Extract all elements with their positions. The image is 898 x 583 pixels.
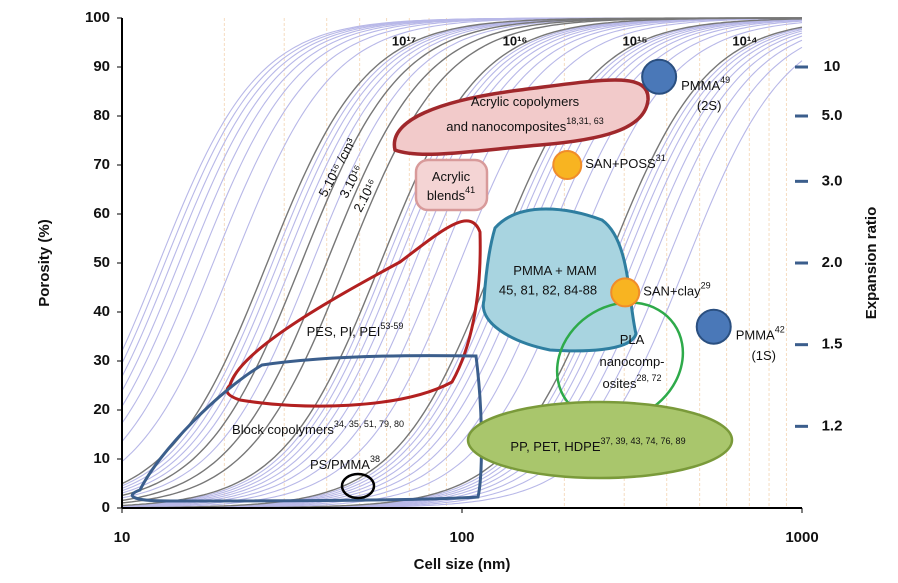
region-ref: 34, 35, 51, 79, 80 — [334, 419, 404, 429]
point — [641, 58, 678, 95]
region-label: PMMA + MAM — [513, 263, 596, 278]
curve-label: 10¹⁵ — [623, 33, 648, 48]
point-ref: 42 — [775, 325, 785, 335]
region-ref: 41 — [465, 185, 475, 195]
region-label-text: and nanocomposites — [446, 119, 566, 134]
region-ref: 37, 39, 43, 74, 76, 89 — [601, 436, 686, 446]
point-ref: 29 — [701, 281, 711, 291]
region-label-text: Block copolymers — [232, 422, 334, 437]
y-tick-label: 80 — [93, 107, 110, 124]
x-tick-label: 10 — [114, 529, 131, 546]
y2-tick-label: 3.0 — [822, 172, 843, 189]
region-ref: 28, 72 — [636, 373, 661, 383]
region-label: PES, PI, PEI53-59 — [307, 321, 404, 339]
point — [610, 277, 641, 308]
point-name: PMMA — [681, 78, 720, 93]
y-tick-label: 20 — [93, 401, 110, 418]
region-label: Acrylic — [432, 169, 471, 184]
region-ref: 18,31, 63 — [566, 116, 604, 126]
y-tick-label: 40 — [93, 303, 110, 320]
region-ref: 45, 81, 82, 84-88 — [499, 282, 597, 297]
region-label-text: PLA — [620, 332, 645, 347]
region-pmma-mam — [481, 207, 638, 353]
x-tick-label: 1000 — [785, 529, 818, 546]
y2-tick-label: 1.5 — [822, 336, 843, 353]
y-tick-label: 70 — [93, 156, 110, 173]
region-label-text: PP, PET, HDPE — [510, 439, 600, 454]
region-label: PP, PET, HDPE37, 39, 43, 74, 76, 89 — [510, 436, 685, 454]
density-curve — [122, 18, 803, 509]
point-label: PMMA42 — [736, 325, 785, 343]
density-curve — [121, 17, 802, 507]
region-label-text: Acrylic copolymers — [471, 94, 580, 109]
y-tick-label: 30 — [93, 352, 110, 369]
point-note: (1S) — [751, 348, 776, 363]
y2-tick-label: 10 — [824, 58, 841, 75]
region-pes — [225, 219, 482, 408]
x-tick-label: 100 — [449, 529, 474, 546]
y-tick-label: 60 — [93, 205, 110, 222]
y-tick-label: 100 — [85, 9, 110, 26]
y-tick-label: 50 — [93, 254, 110, 271]
point-note: (2S) — [697, 98, 722, 113]
y-axis-label: Porosity (%) — [36, 219, 53, 307]
y2-tick-label: 5.0 — [822, 107, 843, 124]
point — [552, 150, 583, 180]
x-axis-label: Cell size (nm) — [414, 556, 511, 573]
region-ps-pmma — [340, 472, 376, 500]
region-acrylic-copolymers — [392, 78, 650, 157]
point-label: PMMA49 — [681, 75, 730, 93]
region-acrylic-blends — [414, 158, 489, 212]
point-label: SAN+POSS31 — [585, 153, 665, 171]
region-label-text: PES, PI, PEI — [307, 324, 381, 339]
curve-label: 10¹⁴ — [732, 33, 757, 48]
region-ref: 38 — [370, 454, 380, 464]
region-label: Block copolymers34, 35, 51, 79, 80 — [232, 419, 404, 437]
point-label: SAN+clay29 — [643, 281, 710, 299]
regions — [130, 78, 734, 503]
curve-label: 10¹⁶ — [503, 33, 528, 48]
region-label: osites28, 72 — [603, 373, 662, 391]
region-label-text: blends — [427, 188, 466, 203]
region-label-text: PS/PMMA — [310, 457, 370, 472]
point-ref: 31 — [656, 153, 666, 163]
y-tick-label: 90 — [93, 58, 110, 75]
region-label: and nanocomposites18,31, 63 — [446, 116, 604, 134]
point-name: SAN+clay — [643, 284, 701, 299]
y-tick-label: 10 — [93, 450, 110, 467]
region-label: Acrylic copolymers — [471, 94, 580, 109]
y2-tick-label: 1.2 — [822, 417, 843, 434]
region-label: PS/PMMA38 — [310, 454, 380, 472]
region-label-text: osites — [603, 376, 637, 391]
region-label: nanocomp- — [599, 354, 664, 369]
density-curve — [122, 17, 802, 509]
point-ref: 49 — [720, 75, 730, 85]
region-label-text: nanocomp- — [599, 354, 664, 369]
region-ref: 53-59 — [380, 321, 403, 331]
point — [695, 308, 732, 345]
y2-axis-label: Expansion ratio — [863, 207, 880, 320]
curve-label: 10¹⁷ — [392, 33, 416, 48]
region-label: blends41 — [427, 185, 475, 203]
point-name: SAN+POSS — [585, 156, 656, 171]
y2-tick-label: 2.0 — [822, 254, 843, 271]
region-label: PLA — [620, 332, 645, 347]
region-pp — [466, 400, 734, 480]
y-tick-label: 0 — [102, 499, 110, 516]
point-name: PMMA — [736, 328, 775, 343]
region-label-text: Acrylic — [432, 169, 471, 184]
region-label-text: PMMA + MAM — [513, 263, 596, 278]
